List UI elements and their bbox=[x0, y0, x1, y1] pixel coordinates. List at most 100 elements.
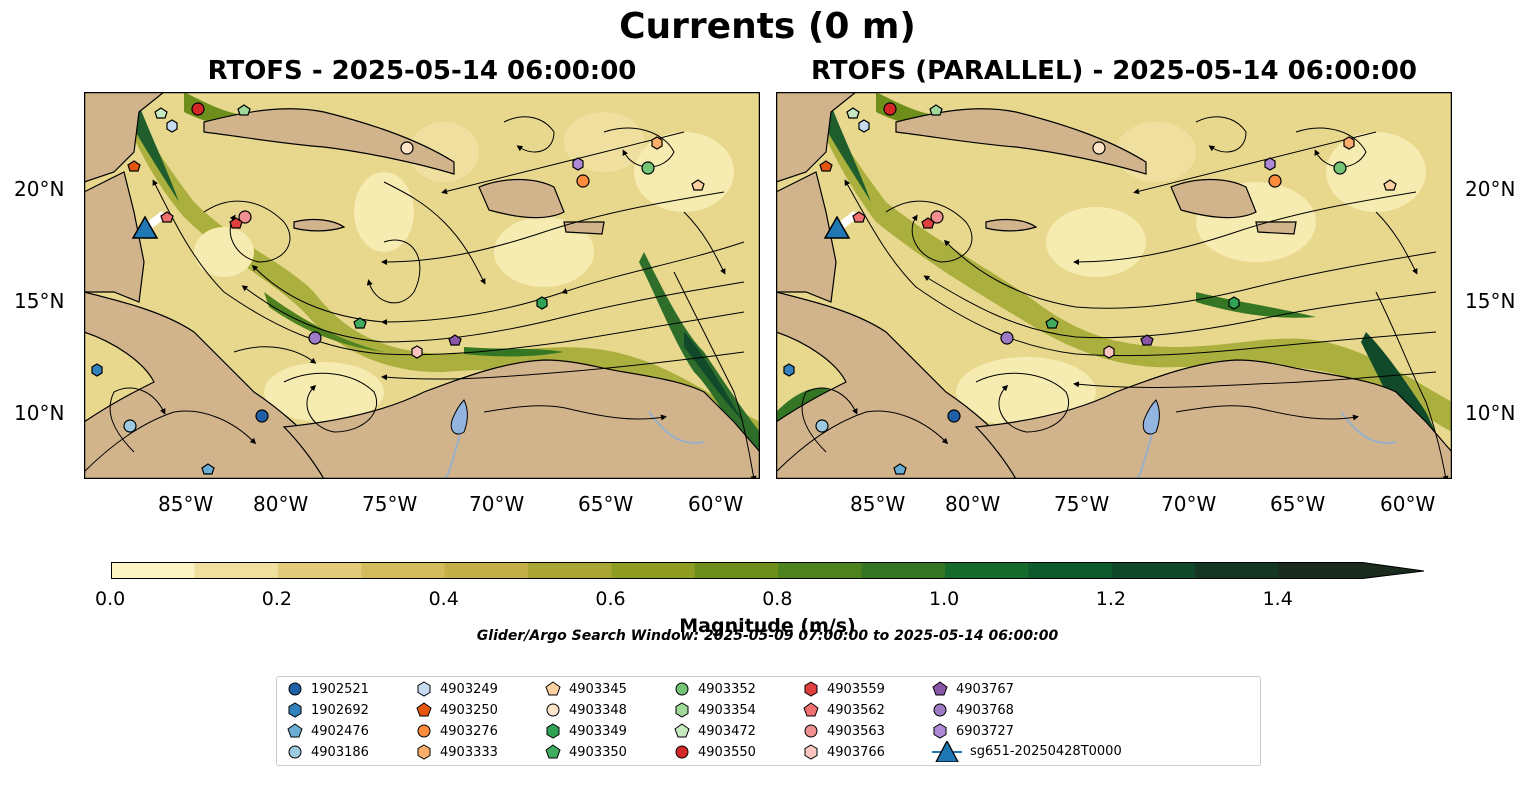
colorbar-segment bbox=[1028, 562, 1113, 579]
legend-entry: 4903767 bbox=[932, 681, 1014, 697]
colorbar-segment bbox=[361, 562, 446, 579]
colorbar-tick-label: 1.4 bbox=[1262, 588, 1293, 610]
colorbar-tick-label: 0.6 bbox=[595, 588, 626, 610]
legend-label: 4903250 bbox=[440, 702, 498, 718]
lake-maracaibo bbox=[450, 399, 468, 435]
legend-label: 4903333 bbox=[440, 744, 498, 760]
colorbar-extend-arrow bbox=[1362, 562, 1424, 579]
current-streamlines bbox=[776, 116, 1449, 479]
colorbar-tick-label: 1.0 bbox=[929, 588, 960, 610]
float-legend: 1902521 1902692 4902476 4903186 4903249 49032… bbox=[276, 676, 1261, 766]
map-frame bbox=[84, 92, 760, 479]
x-tick-label: 70°W bbox=[1161, 492, 1217, 516]
left-map-svg bbox=[84, 92, 760, 479]
colorbar-outline bbox=[111, 562, 1425, 579]
right-map-svg bbox=[776, 92, 1452, 479]
left-map-panel[interactable] bbox=[84, 92, 760, 479]
search-window-text: Glider/Argo Search Window: 2025-05-09 07… bbox=[476, 628, 1059, 644]
legend-entry: 4903250 bbox=[416, 702, 498, 718]
land-masses bbox=[776, 92, 1452, 479]
river bbox=[648, 411, 705, 444]
legend-marker-icon bbox=[417, 681, 431, 697]
legend-entry: 4903349 bbox=[545, 723, 627, 739]
legend-label: 4903352 bbox=[698, 681, 756, 697]
y-tick-label: 20°N bbox=[14, 177, 65, 201]
legend-marker-icon bbox=[546, 723, 560, 739]
legend-marker-icon bbox=[933, 703, 947, 717]
legend-marker-icon bbox=[803, 702, 819, 717]
legend-label: 4903345 bbox=[569, 681, 627, 697]
legend-marker-icon bbox=[416, 702, 432, 717]
legend-marker-icon bbox=[675, 745, 689, 759]
legend-entry: 4903472 bbox=[674, 723, 756, 739]
y-tick-label: 10°N bbox=[1465, 401, 1516, 425]
legend-label: 4903563 bbox=[827, 723, 885, 739]
y-tick-label: 15°N bbox=[1465, 289, 1516, 313]
legend-label: 4903550 bbox=[698, 744, 756, 760]
colorbar-segment bbox=[111, 562, 195, 579]
current-streamlines bbox=[84, 116, 757, 479]
x-tick-label: 80°W bbox=[253, 492, 309, 516]
legend-marker-icon bbox=[674, 723, 690, 738]
colorbar-segment bbox=[778, 562, 863, 579]
legend-marker-icon bbox=[546, 703, 560, 717]
colorbar-segment bbox=[945, 562, 1029, 579]
float-markers bbox=[783, 102, 1397, 475]
right-panel-title: RTOFS (PARALLEL) - 2025-05-14 06:00:00 bbox=[811, 56, 1417, 86]
legend-entry: 4903348 bbox=[545, 702, 627, 718]
colorbar-tick-label: 0.0 bbox=[95, 588, 126, 610]
float-markers bbox=[91, 102, 705, 475]
colorbar-label: Magnitude (m/s) bbox=[679, 615, 856, 637]
legend-label: 4902476 bbox=[311, 723, 369, 739]
legend-marker-icon bbox=[288, 702, 302, 718]
legend-label: 1902521 bbox=[311, 681, 369, 697]
colorbar-segment bbox=[194, 562, 279, 579]
legend-label: 4903559 bbox=[827, 681, 885, 697]
figure-title: Currents (0 m) bbox=[619, 6, 916, 47]
x-tick-label: 85°W bbox=[850, 492, 906, 516]
colorbar-tick-label: 1.2 bbox=[1095, 588, 1127, 610]
legend-marker-icon bbox=[932, 681, 948, 696]
legend-entry: 4902476 bbox=[287, 723, 369, 739]
legend-marker-icon bbox=[675, 702, 689, 718]
map-frame bbox=[776, 92, 1452, 479]
legend-label: 4903350 bbox=[569, 744, 627, 760]
x-tick-label: 65°W bbox=[1270, 492, 1326, 516]
legend-entry: 4903559 bbox=[803, 681, 885, 697]
legend-label: 1902692 bbox=[311, 702, 369, 718]
legend-label: 4903767 bbox=[956, 681, 1014, 697]
y-tick-label: 20°N bbox=[1465, 177, 1516, 201]
legend-entry: 4903333 bbox=[416, 744, 498, 760]
legend-entry: sg651-20250428T0000 bbox=[932, 741, 1122, 762]
legend-entry: 4903276 bbox=[416, 723, 498, 739]
legend-label: 4903766 bbox=[827, 744, 885, 760]
legend-entry: 4903350 bbox=[545, 744, 627, 760]
land-masses bbox=[84, 92, 760, 479]
legend-marker-icon bbox=[933, 723, 947, 739]
colorbar-segment bbox=[1195, 562, 1280, 579]
legend-marker-icon bbox=[545, 744, 561, 759]
legend-label: 4903562 bbox=[827, 702, 885, 718]
legend-label: 4903348 bbox=[569, 702, 627, 718]
colorbar bbox=[111, 562, 1425, 579]
legend-marker-icon bbox=[417, 724, 431, 738]
legend-marker-icon bbox=[287, 723, 303, 738]
legend-label: 4903276 bbox=[440, 723, 498, 739]
x-tick-label: 75°W bbox=[1054, 492, 1110, 516]
legend-entry: 6903727 bbox=[932, 723, 1014, 739]
legend-label: 4903186 bbox=[311, 744, 369, 760]
right-map-panel[interactable] bbox=[776, 92, 1452, 479]
river bbox=[1340, 411, 1397, 444]
legend-label: sg651-20250428T0000 bbox=[970, 744, 1122, 759]
x-tick-label: 60°W bbox=[1380, 492, 1436, 516]
legend-label: 4903472 bbox=[698, 723, 756, 739]
legend-entry: 4903550 bbox=[674, 744, 756, 760]
legend-entry: 1902692 bbox=[287, 702, 369, 718]
left-panel-title: RTOFS - 2025-05-14 06:00:00 bbox=[207, 56, 637, 86]
legend-entry: 4903563 bbox=[803, 723, 885, 739]
legend-marker-icon bbox=[804, 744, 818, 760]
legend-entry: 4903766 bbox=[803, 744, 885, 760]
legend-entry: 4903562 bbox=[803, 702, 885, 718]
colorbar-segment bbox=[444, 562, 529, 579]
legend-entry: 4903354 bbox=[674, 702, 756, 718]
